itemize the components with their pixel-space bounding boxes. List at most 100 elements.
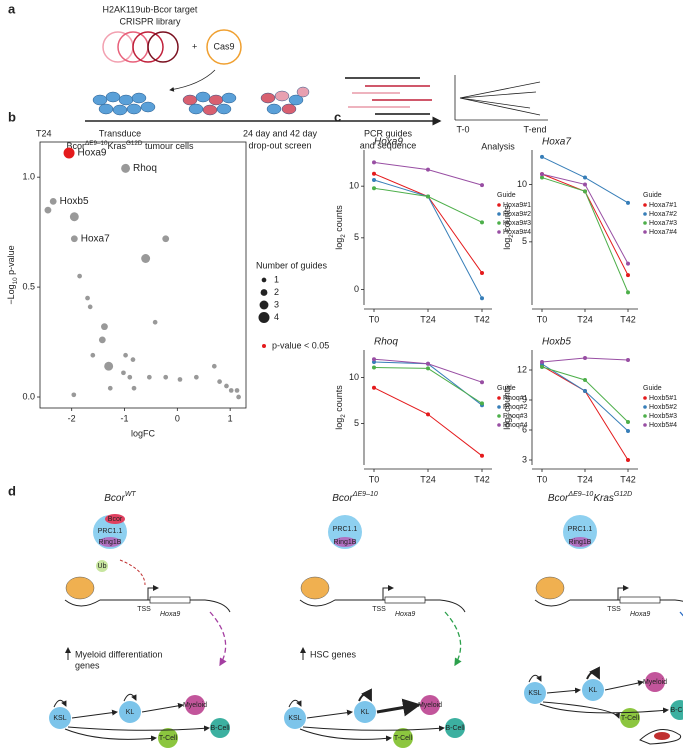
legend-key [643,414,647,418]
cell [393,728,413,748]
genotype-title-part: Bcor [104,493,125,504]
x-tick-label: T42 [620,314,636,324]
cell [119,701,141,723]
y-axis-label-part: counts [334,385,344,415]
x-tick-label: T42 [474,474,490,484]
genotype-title-part: ΔE9–10 [567,491,593,498]
legend-title: Guide [497,385,516,392]
cell-label: B-Cell [670,707,683,714]
genotype-title-part: ΔE9–10 [352,491,378,498]
legend-key [497,212,501,216]
legend-label: Rhoq#1 [503,395,528,402]
genotype-title-part: Kras [593,493,614,504]
library-label: H2AK119ub-Bcor target [103,4,198,14]
genotype-title: BcorΔE9–10 [332,491,378,503]
point [372,357,376,362]
series-line [373,173,483,274]
y-axis-label: log2 counts [334,385,347,430]
complex-label: PRC1.1 [98,528,123,535]
cell-label: Myeloid [183,702,207,709]
y-tick-label: 10 [349,372,359,382]
complex-label: PRC1.1 [568,526,593,533]
spleen [654,732,670,740]
point-label: Hoxa9 [78,148,107,159]
y-axis-label: −Log10 p-value [6,245,19,304]
cell [354,701,376,723]
point [372,171,376,176]
cell [210,718,230,738]
legend-label: Hoxa9#3 [503,220,531,227]
cell [582,679,604,701]
lineage-arrow [299,728,392,742]
flow-arrow [444,611,462,667]
y-axis-label-part: −Log [6,284,16,304]
point [480,220,484,225]
cell-label: B-Cell [210,725,230,732]
gene-box [149,596,191,604]
plot-frame [39,141,247,409]
analysis-end: T-end [523,124,546,134]
cell [158,728,178,748]
point [71,392,77,398]
cell-label: Myeloid [643,679,667,686]
point [540,365,544,369]
point [626,420,630,424]
legend-label: 3 [274,299,279,309]
complex-label: Ring1B [99,539,122,546]
self-renewal [53,699,67,708]
legend-label: Hoxa9#1 [503,202,531,209]
cell-label: KL [361,709,370,716]
panel-label: b [8,109,16,124]
lineage-arrow [546,687,581,694]
tss-label: TSS [607,606,621,613]
point [372,177,376,182]
svg-text:+: + [192,41,197,51]
y-axis-label-part: counts [502,385,512,415]
series-line [541,366,629,423]
point [626,429,630,433]
legend-key [643,396,647,400]
point-label: Rhoq [133,163,157,174]
lineage-arrow [376,698,421,717]
legend-label: Rhoq#4 [503,422,528,429]
point [372,359,376,364]
legend-color-key [262,344,266,348]
point [130,357,136,362]
y-axis-label-part: 2 [340,234,347,238]
gene-label: Hoxa9 [160,611,180,618]
point [70,235,78,243]
step-label: and sequence [360,140,417,150]
gene-label: Hoxa9 [395,611,415,618]
legend-key [643,230,647,234]
point [104,361,114,371]
cell-label: KSL [53,715,66,722]
cas9-label: Cas9 [213,41,234,51]
y-tick-label: 5 [522,236,527,246]
point [107,385,113,391]
legend-key [497,203,501,207]
legend-key [497,221,501,225]
point [540,154,544,159]
y-tick-label: 1.0 [22,172,35,182]
point [90,352,96,358]
point [480,270,484,275]
lineage-arrow [141,702,184,713]
legend-label: Rhoq#2 [503,404,528,411]
ub [96,560,108,572]
point [426,194,430,199]
legend-title: Guide [497,192,516,199]
point [583,182,587,187]
series-line [541,156,629,204]
y-tick-label: 0.0 [22,391,35,401]
x-tick-label: 0 [175,413,180,423]
cell-label: KSL [288,715,301,722]
x-tick-label: T42 [474,314,490,324]
cell [420,695,440,715]
cell [670,700,683,720]
cell-label: T-Cell [621,715,640,722]
point [49,197,57,205]
point [77,273,82,279]
point [69,212,79,222]
genes-label: HSC genes [310,649,357,659]
y-axis-label-part: p-value [6,245,16,277]
